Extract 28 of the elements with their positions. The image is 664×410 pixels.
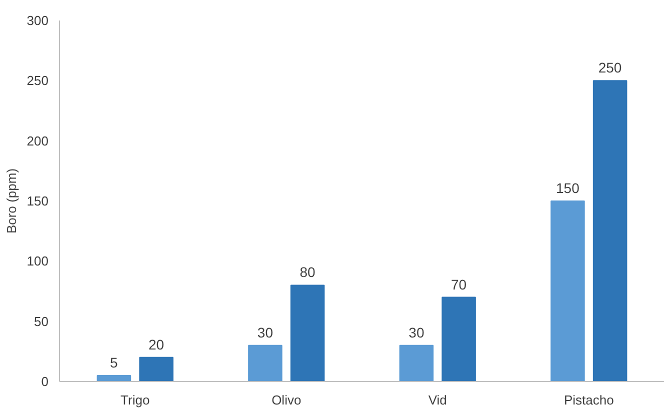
data-label: 5	[110, 354, 118, 370]
data-label: 30	[257, 324, 274, 340]
data-label: 20	[148, 336, 164, 352]
y-tick-label: 250	[26, 73, 49, 88]
x-tick-label: Olivo	[272, 392, 302, 408]
data-label: 150	[556, 180, 580, 196]
y-tick-label: 300	[26, 13, 49, 28]
data-label: 80	[300, 264, 316, 280]
bar	[290, 284, 325, 382]
bar	[248, 344, 282, 382]
x-tick-label: Pistacho	[564, 392, 614, 408]
y-tick-label: 0	[41, 374, 49, 389]
x-tick-label: Vid	[428, 392, 447, 408]
y-tick-label: 200	[26, 133, 49, 148]
y-tick-label: 100	[26, 254, 49, 269]
bar	[139, 356, 174, 382]
data-label: 70	[451, 276, 467, 292]
y-tick-label: 50	[34, 314, 49, 329]
data-label: 250	[598, 60, 622, 76]
y-tick-label: 150	[26, 194, 49, 208]
data-label: 30	[408, 324, 424, 340]
bar	[550, 200, 585, 382]
x-tick-label: Trigo	[120, 392, 150, 408]
bar	[96, 374, 132, 382]
y-axis-title: Boro (ppm)	[4, 168, 19, 234]
bar	[442, 296, 476, 382]
bar	[399, 344, 434, 382]
bar	[592, 80, 628, 382]
